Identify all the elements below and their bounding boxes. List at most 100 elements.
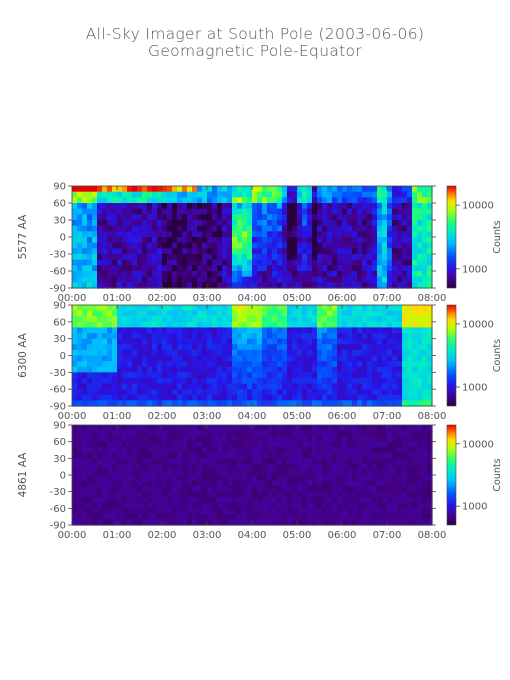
heatmap-cell xyxy=(117,394,123,401)
heatmap-cell xyxy=(312,237,318,244)
heatmap-cell xyxy=(157,452,163,459)
heatmap-cell xyxy=(392,463,398,471)
x-tick-label: 07:00 xyxy=(373,293,402,304)
heatmap-cell xyxy=(162,513,168,521)
heatmap-cell xyxy=(172,349,178,357)
heatmap-cell xyxy=(402,475,408,482)
heatmap-cell xyxy=(247,316,253,323)
heatmap-cell xyxy=(162,259,168,266)
heatmap-cell xyxy=(272,400,278,407)
heatmap-cell xyxy=(102,310,108,317)
x-tick-label: 05:00 xyxy=(283,411,312,422)
heatmap-cell xyxy=(162,389,168,396)
heatmap-cell xyxy=(137,519,143,526)
heatmap-cell xyxy=(307,463,313,471)
heatmap-cell xyxy=(122,248,128,255)
heatmap-cell xyxy=(337,197,343,204)
heatmap-cell xyxy=(392,366,398,373)
heatmap-cell xyxy=(387,248,393,255)
heatmap-cell xyxy=(327,344,333,351)
heatmap-cell xyxy=(257,248,263,255)
heatmap-cell xyxy=(427,519,433,526)
heatmap-cell xyxy=(287,508,293,515)
heatmap-cell xyxy=(302,519,308,526)
heatmap-cell xyxy=(147,333,153,340)
heatmap-cell xyxy=(327,271,333,278)
heatmap-cell xyxy=(112,214,118,221)
heatmap-cell xyxy=(312,383,318,390)
heatmap-cell xyxy=(197,452,203,459)
heatmap-cell xyxy=(162,242,168,249)
heatmap-cell xyxy=(412,361,418,368)
heatmap-cell xyxy=(222,447,228,454)
heatmap-cell xyxy=(332,321,338,329)
heatmap-cell xyxy=(367,361,373,368)
heatmap-cell xyxy=(322,237,328,244)
heatmap-cell xyxy=(262,186,268,193)
heatmap-cell xyxy=(417,327,423,334)
heatmap-cell xyxy=(407,208,413,215)
heatmap-cell xyxy=(152,237,158,244)
heatmap-cell xyxy=(172,321,178,329)
heatmap-cell xyxy=(77,310,83,317)
heatmap-cell xyxy=(382,513,388,521)
heatmap-cell xyxy=(102,519,108,526)
heatmap-cell xyxy=(212,191,218,198)
heatmap-cell xyxy=(92,497,98,504)
heatmap-cell xyxy=(207,491,213,498)
heatmap-cell xyxy=(172,383,178,390)
heatmap-cell xyxy=(312,425,318,432)
heatmap-cell xyxy=(342,497,348,504)
heatmap-cell xyxy=(422,447,428,454)
heatmap-cell xyxy=(132,355,138,362)
colorbar xyxy=(446,304,457,407)
heatmap-cell xyxy=(367,220,373,227)
heatmap-cell xyxy=(267,197,273,204)
heatmap-cell xyxy=(242,305,248,312)
heatmap-cell xyxy=(347,372,353,379)
heatmap-cell xyxy=(117,316,123,323)
heatmap-cell xyxy=(342,519,348,526)
heatmap-cell xyxy=(412,242,418,249)
heatmap-cell xyxy=(417,441,423,448)
heatmap-cell xyxy=(117,259,123,266)
heatmap-cell xyxy=(307,502,313,509)
heatmap-cell xyxy=(367,400,373,407)
heatmap-cell xyxy=(127,242,133,249)
heatmap-cell xyxy=(357,237,363,244)
heatmap-cell xyxy=(142,186,148,193)
heatmap-cell xyxy=(167,361,173,368)
heatmap-cell xyxy=(122,186,128,193)
heatmap-cell xyxy=(287,372,293,379)
heatmap-cell xyxy=(72,430,78,437)
heatmap-cell xyxy=(312,430,318,437)
heatmap-cell xyxy=(427,480,433,487)
heatmap-cell xyxy=(407,231,413,238)
heatmap-cell xyxy=(167,372,173,379)
heatmap-cell xyxy=(327,338,333,345)
heatmap-cell xyxy=(347,519,353,526)
heatmap-cell xyxy=(167,486,173,493)
heatmap-cell xyxy=(147,186,153,193)
heatmap-cell xyxy=(147,191,153,198)
heatmap-cell xyxy=(187,208,193,215)
heatmap-cell xyxy=(342,248,348,255)
heatmap-cell xyxy=(182,321,188,329)
heatmap-cell xyxy=(262,463,268,471)
heatmap-cell xyxy=(252,383,258,390)
heatmap-cell xyxy=(402,191,408,198)
heatmap-cell xyxy=(362,349,368,357)
heatmap-cell xyxy=(172,186,178,193)
heatmap-cell xyxy=(117,220,123,227)
heatmap-cell xyxy=(427,282,433,289)
heatmap-cell xyxy=(217,265,223,272)
heatmap-cell xyxy=(267,441,273,448)
heatmap-cell xyxy=(362,271,368,278)
heatmap-cell xyxy=(287,475,293,482)
heatmap-cell xyxy=(297,475,303,482)
heatmap-cell xyxy=(277,480,283,487)
heatmap-cell xyxy=(417,394,423,401)
heatmap-cell xyxy=(277,452,283,459)
heatmap-cell xyxy=(342,502,348,509)
heatmap-cell xyxy=(92,327,98,334)
